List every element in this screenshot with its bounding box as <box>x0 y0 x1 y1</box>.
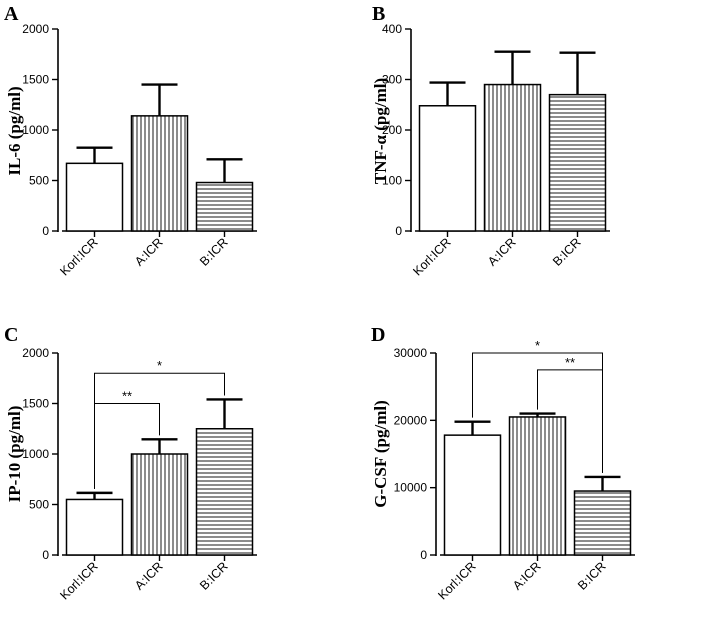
y-tick-label: 500 <box>29 498 49 512</box>
bar-korl-icr <box>65 162 124 232</box>
significance-label: ** <box>122 389 132 404</box>
y-tick-label: 0 <box>420 548 427 562</box>
panel-label: B <box>372 3 385 25</box>
x-tick-label: B:ICR <box>575 559 608 592</box>
bar-b-icr <box>573 490 632 556</box>
significance-label: * <box>157 358 162 373</box>
bar-a-icr <box>130 453 189 556</box>
x-tick-label: Korl:ICR <box>410 235 453 278</box>
bar-a-icr <box>508 416 567 556</box>
y-tick-label: 0 <box>42 548 49 562</box>
y-tick-label: 300 <box>382 73 402 87</box>
x-tick-label: A:ICR <box>132 559 165 592</box>
x-tick-label: Korl:ICR <box>57 559 100 602</box>
y-tick-label: 200 <box>382 123 402 137</box>
y-tick-label: 100 <box>382 174 402 188</box>
significance-label: ** <box>565 355 575 370</box>
y-tick-label: 0 <box>42 224 49 238</box>
panel-label: A <box>4 3 19 25</box>
y-tick-label: 10000 <box>394 481 428 495</box>
panel-b: B TNF-α (pg/ml) 0 100 200 300 400 Korl:ICR A:I… <box>371 3 610 279</box>
y-tick-label: 1500 <box>22 73 49 87</box>
y-tick-label: 500 <box>29 174 49 188</box>
bar-b-icr <box>195 428 254 556</box>
bar-korl-icr <box>418 105 477 232</box>
x-tick-label: Korl:ICR <box>435 559 478 602</box>
y-tick-label: 30000 <box>394 346 428 360</box>
y-tick-label: 20000 <box>394 413 428 427</box>
bar-korl-icr <box>443 434 502 556</box>
panel-c: C IP-10 (pg/ml) 0 500 1000 1500 2000 Korl:ICR… <box>4 324 257 603</box>
bar-a-icr <box>130 115 189 232</box>
y-axis-label: IL-6 (pg/ml) <box>5 86 24 175</box>
y-tick-label: 1500 <box>22 397 49 411</box>
significance-bracket <box>94 372 225 489</box>
x-tick-label: A:ICR <box>510 559 543 592</box>
x-tick-label: B:ICR <box>197 235 230 268</box>
y-tick-label: 1000 <box>22 123 49 137</box>
significance-label: * <box>535 338 540 353</box>
y-tick-label: 2000 <box>22 22 49 36</box>
x-tick-label: B:ICR <box>197 559 230 592</box>
y-tick-label: 1000 <box>22 447 49 461</box>
x-tick-label: A:ICR <box>485 235 518 268</box>
x-tick-label: B:ICR <box>550 235 583 268</box>
y-tick-label: 2000 <box>22 346 49 360</box>
panel-label: D <box>371 324 385 346</box>
bar-b-icr <box>548 93 607 232</box>
bar-b-icr <box>195 181 254 232</box>
bar-a-icr <box>483 83 542 232</box>
y-axis-label: IP-10 (pg/ml) <box>5 406 24 503</box>
y-axis-label: TNF-α (pg/ml) <box>371 78 390 184</box>
y-axis-label: G-CSF (pg/ml) <box>371 400 390 508</box>
panel-a: A IL-6 (pg/ml) 0 500 1000 1500 2000 Korl:ICR A… <box>4 3 257 279</box>
panel-label: C <box>4 324 18 346</box>
significance-bracket <box>537 369 603 473</box>
x-tick-label: A:ICR <box>132 235 165 268</box>
y-tick-label: 400 <box>382 22 402 36</box>
bar-korl-icr <box>65 498 124 556</box>
y-tick-label: 0 <box>395 224 402 238</box>
x-tick-label: Korl:ICR <box>57 235 100 278</box>
panel-d: D G-CSF (pg/ml) 0 10000 20000 30000 Korl:ICR… <box>371 324 635 603</box>
